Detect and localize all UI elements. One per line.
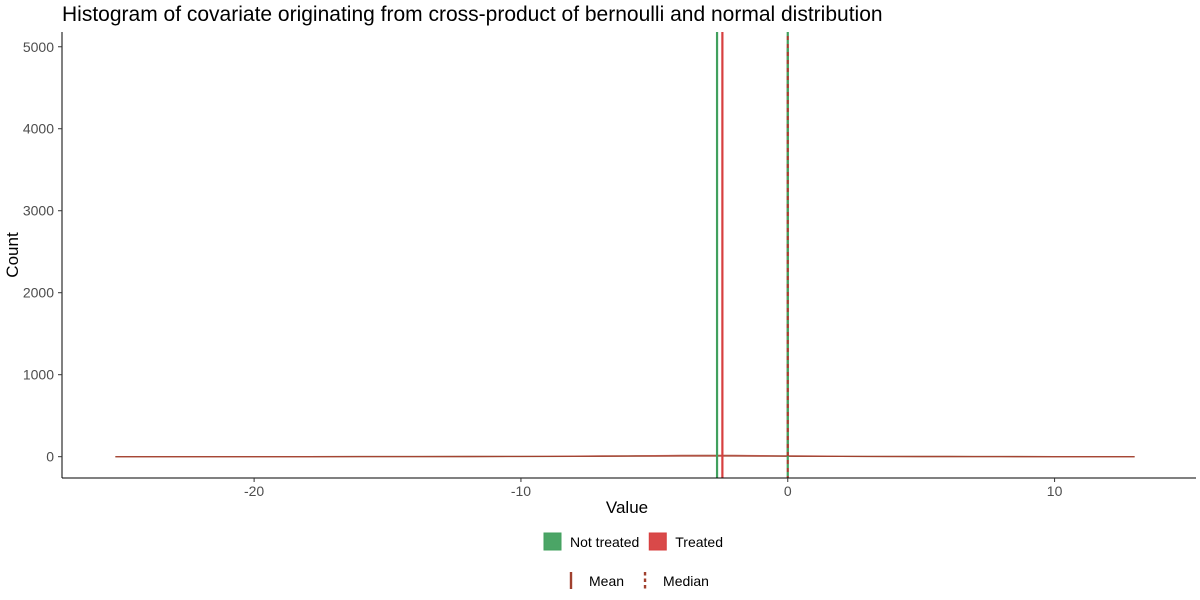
x-tick-label: 0 xyxy=(784,483,792,499)
chart-title: Histogram of covariate originating from … xyxy=(62,3,883,26)
legend-label-1: Treated xyxy=(675,534,723,550)
y-tick-label: 4000 xyxy=(23,121,54,137)
axes: -20 -10 0 10 0 1000 2000 3000 4000 5000 xyxy=(23,32,1196,499)
histogram-outline xyxy=(115,455,1135,458)
x-axis-title: Value xyxy=(606,498,648,517)
y-tick-label: 3000 xyxy=(23,203,54,219)
x-tick-label: -20 xyxy=(244,483,264,499)
legend-label-0: Not treated xyxy=(570,534,639,550)
y-tick-label: 2000 xyxy=(23,285,54,301)
y-axis-title: Count xyxy=(3,232,22,278)
y-tick-label: 1000 xyxy=(23,367,54,383)
x-tick-label: 10 xyxy=(1047,483,1063,499)
legend-line-label-0: Mean xyxy=(589,573,624,589)
plot-area xyxy=(115,32,1135,478)
legend-key-1 xyxy=(648,532,667,551)
y-tick-label: 5000 xyxy=(23,39,54,55)
legend-line-label-1: Median xyxy=(663,573,709,589)
legend-key-0 xyxy=(543,532,562,551)
x-tick-label: -10 xyxy=(511,483,531,499)
y-tick-label: 0 xyxy=(46,449,54,465)
legend: Not treated Treated Mean Median xyxy=(543,532,723,589)
